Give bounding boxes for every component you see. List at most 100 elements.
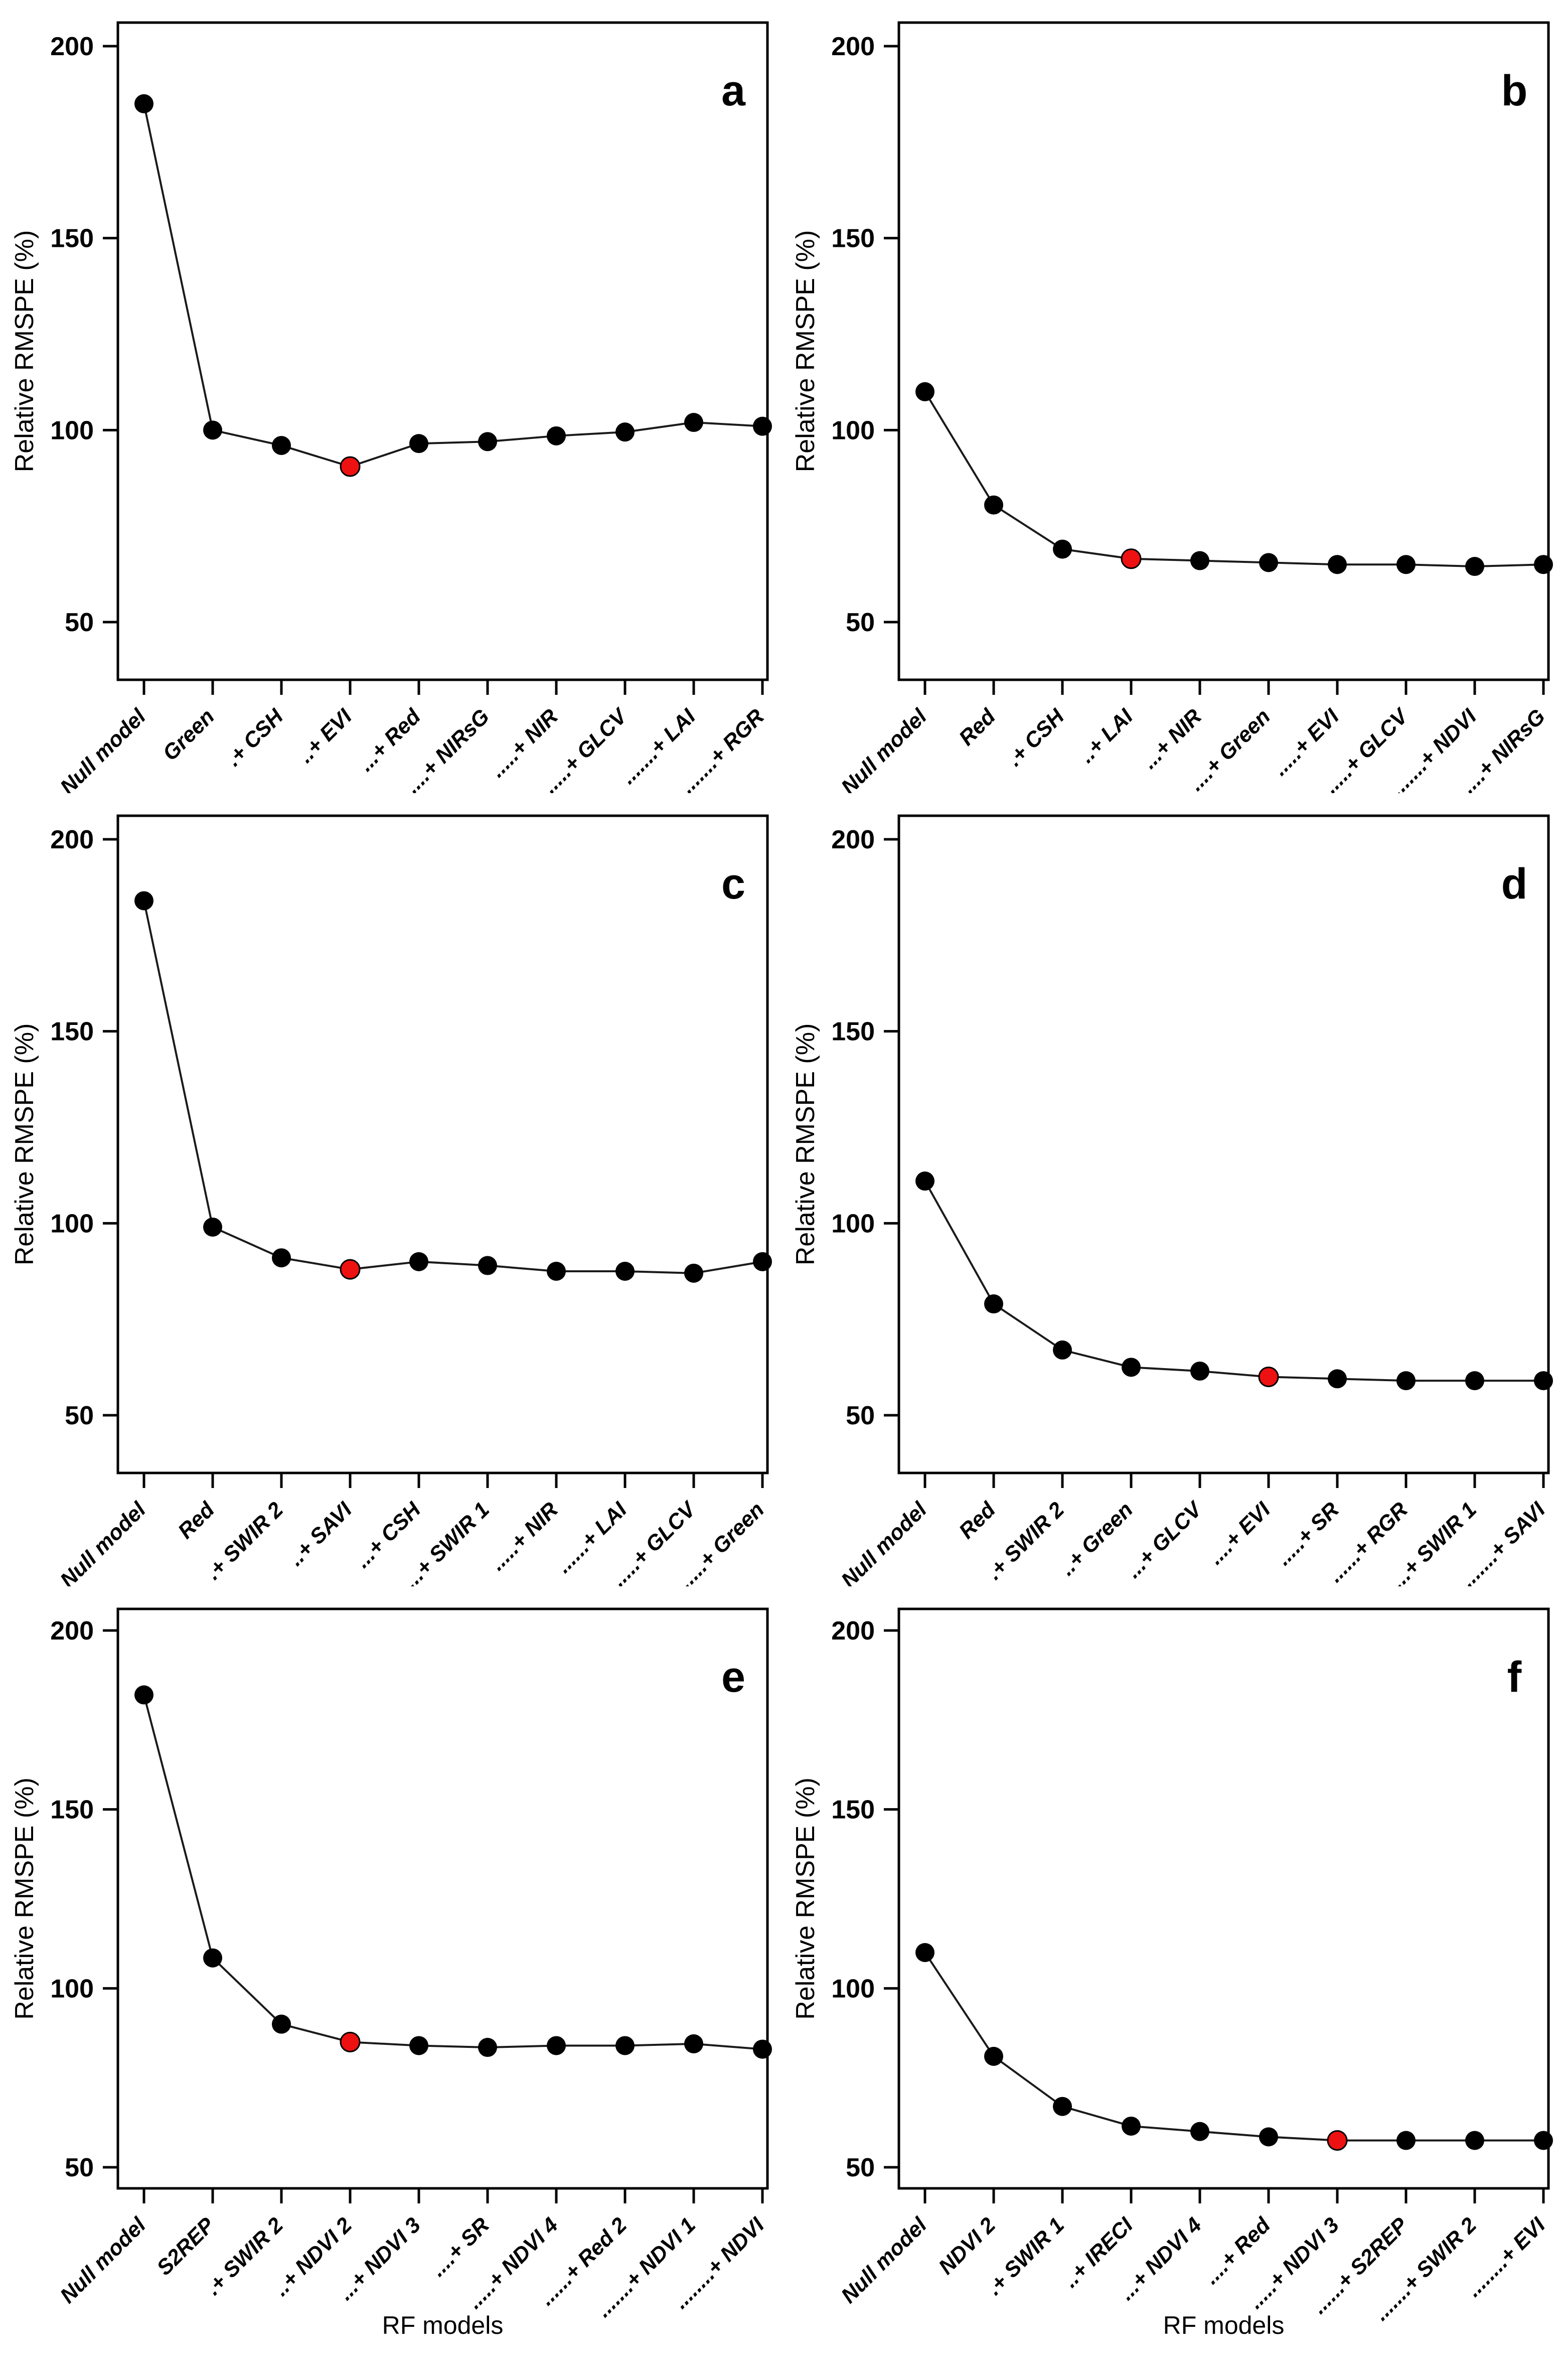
y-axis-tick-label: 100 — [831, 1974, 875, 2003]
data-point — [1259, 2127, 1278, 2147]
data-point — [478, 432, 497, 452]
series-line — [143, 1694, 763, 2050]
y-axis-tick-label: 100 — [50, 1209, 94, 1238]
x-category-label: .+ CSH — [221, 704, 288, 771]
data-point — [1259, 553, 1278, 572]
y-axis-tick-label: 150 — [831, 1796, 875, 1825]
x-category-label: Green — [158, 704, 219, 766]
data-point — [753, 2039, 772, 2059]
data-point — [915, 1943, 934, 1962]
data-point — [1534, 555, 1553, 574]
y-axis-tick-label: 200 — [831, 1616, 875, 1646]
panel-letter: b — [1501, 67, 1528, 115]
y-axis-title: Relative RMSPE (%) — [10, 230, 39, 473]
y-axis-tick-label: 50 — [846, 1401, 875, 1430]
highlight-point — [1258, 1366, 1279, 1387]
x-category-label: Null model — [56, 704, 151, 793]
y-axis-tick-label: 150 — [50, 1017, 94, 1047]
data-point — [984, 2046, 1003, 2066]
plot-box — [116, 21, 769, 681]
data-point — [409, 434, 428, 454]
data-point — [1053, 539, 1072, 559]
panel-letter: f — [1507, 1653, 1522, 1701]
plot-box — [897, 814, 1550, 1474]
data-point — [547, 426, 566, 445]
data-point — [478, 2038, 497, 2057]
highlight-point — [1121, 548, 1142, 569]
x-category-label: Red — [955, 704, 1001, 751]
data-point — [547, 2036, 566, 2055]
x-category-label: ....+ EVI — [1203, 1497, 1276, 1569]
data-point — [1328, 1369, 1347, 1389]
x-category-label: ...+ Red — [354, 704, 425, 776]
x-category-label: .....+ SR — [1271, 1498, 1344, 1570]
data-point — [753, 1252, 772, 1271]
x-category-label: Null model — [56, 1497, 151, 1586]
data-point — [1465, 557, 1484, 576]
x-axis-title: RF models — [382, 2311, 504, 2339]
x-category-label: ...+ GLCV — [1121, 1497, 1207, 1583]
panel-letter: d — [1501, 860, 1528, 908]
x-category-label: ...+ NIR — [1137, 704, 1206, 774]
x-category-label: Null model — [837, 1497, 932, 1586]
data-point — [1328, 555, 1347, 574]
x-category-label: ..+ LAI — [1074, 704, 1138, 768]
y-axis-tick-label: 150 — [831, 224, 875, 253]
x-category-label: S2REP — [152, 2213, 219, 2280]
data-point — [684, 413, 703, 432]
highlight-point — [340, 2031, 361, 2052]
data-point — [203, 1217, 222, 1237]
y-axis-tick-label: 100 — [831, 1209, 875, 1238]
series-line — [924, 1180, 1543, 1382]
data-point — [1396, 1371, 1416, 1391]
data-point — [984, 495, 1003, 515]
series-line — [143, 901, 763, 1274]
plot-box — [897, 1607, 1550, 2190]
data-point — [409, 2036, 428, 2055]
data-point — [409, 1252, 428, 1271]
y-axis-tick-label: 50 — [65, 1401, 94, 1430]
plot-box — [116, 1607, 769, 2190]
y-axis-title: Relative RMSPE (%) — [791, 1023, 820, 1266]
data-point — [684, 1263, 703, 1283]
data-point — [984, 1294, 1003, 1314]
highlight-point — [340, 1259, 361, 1280]
data-point — [134, 1685, 153, 1705]
y-axis-tick-label: 100 — [50, 1974, 94, 2003]
y-axis-title: Relative RMSPE (%) — [791, 1777, 820, 2020]
x-category-label: Red — [174, 1498, 220, 1544]
x-category-label: ..+ EVI — [293, 704, 357, 768]
data-point — [134, 94, 153, 113]
y-axis-title: Relative RMSPE (%) — [10, 1023, 39, 1266]
data-point — [1534, 2131, 1553, 2150]
data-point — [134, 891, 153, 911]
x-category-label: Null model — [837, 704, 932, 793]
y-axis-tick-label: 150 — [50, 224, 94, 253]
x-category-label: ....+ SR — [426, 2213, 494, 2281]
data-point — [615, 2036, 635, 2055]
data-point — [915, 1171, 934, 1191]
y-axis-tick-label: 50 — [846, 2153, 875, 2182]
data-point — [547, 1262, 566, 1281]
x-category-label: .....+ NIR — [485, 1498, 563, 1575]
y-axis-tick-label: 200 — [50, 32, 94, 61]
data-point — [684, 2034, 703, 2053]
x-category-label: Null model — [837, 2212, 932, 2308]
data-point — [915, 382, 934, 401]
data-point — [1190, 551, 1209, 570]
data-point — [1465, 2131, 1484, 2150]
highlight-point — [340, 456, 361, 477]
series-line — [924, 1952, 1543, 2142]
data-point — [1396, 555, 1416, 574]
data-point — [1396, 2131, 1416, 2150]
x-category-label: NDVI 2 — [934, 2213, 1000, 2279]
series-line — [143, 103, 763, 468]
series-line — [924, 391, 1544, 568]
y-axis-tick-label: 50 — [846, 608, 875, 637]
y-axis-title: Relative RMSPE (%) — [10, 1777, 39, 2020]
data-point — [1465, 1371, 1484, 1391]
data-point — [1053, 1340, 1072, 1360]
